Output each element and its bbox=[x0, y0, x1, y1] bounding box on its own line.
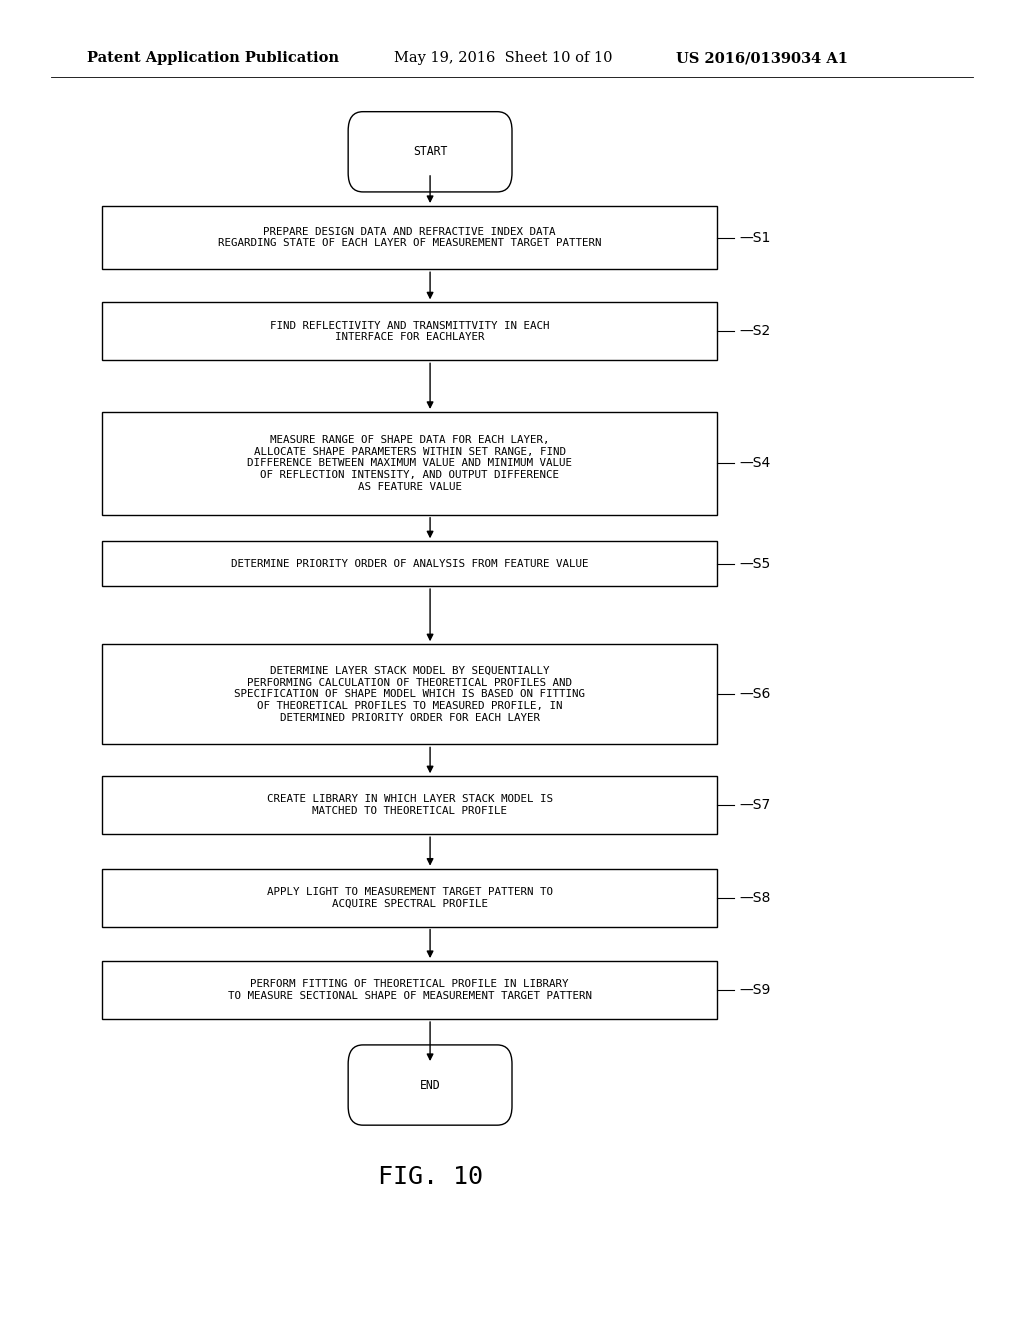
FancyBboxPatch shape bbox=[348, 1045, 512, 1125]
Text: FIG. 10: FIG. 10 bbox=[378, 1166, 482, 1189]
Bar bbox=[102, 961, 717, 1019]
Text: PREPARE DESIGN DATA AND REFRACTIVE INDEX DATA
REGARDING STATE OF EACH LAYER OF M: PREPARE DESIGN DATA AND REFRACTIVE INDEX… bbox=[218, 227, 601, 248]
Text: May 19, 2016  Sheet 10 of 10: May 19, 2016 Sheet 10 of 10 bbox=[394, 51, 612, 65]
Bar bbox=[102, 644, 717, 744]
Text: —S8: —S8 bbox=[739, 891, 771, 904]
FancyBboxPatch shape bbox=[348, 112, 512, 191]
Bar bbox=[102, 302, 717, 360]
Text: —S1: —S1 bbox=[739, 231, 771, 244]
Text: FIND REFLECTIVITY AND TRANSMITTVITY IN EACH
INTERFACE FOR EACHLAYER: FIND REFLECTIVITY AND TRANSMITTVITY IN E… bbox=[270, 321, 549, 342]
Text: MEASURE RANGE OF SHAPE DATA FOR EACH LAYER,
ALLOCATE SHAPE PARAMETERS WITHIN SET: MEASURE RANGE OF SHAPE DATA FOR EACH LAY… bbox=[247, 436, 572, 491]
Text: —S6: —S6 bbox=[739, 688, 771, 701]
Text: —S5: —S5 bbox=[739, 557, 771, 570]
Text: —S2: —S2 bbox=[739, 325, 771, 338]
Bar bbox=[102, 206, 717, 269]
Text: APPLY LIGHT TO MEASUREMENT TARGET PATTERN TO
ACQUIRE SPECTRAL PROFILE: APPLY LIGHT TO MEASUREMENT TARGET PATTER… bbox=[266, 887, 553, 908]
Bar bbox=[102, 869, 717, 927]
Text: START: START bbox=[413, 145, 447, 158]
Text: DETERMINE PRIORITY ORDER OF ANALYSIS FROM FEATURE VALUE: DETERMINE PRIORITY ORDER OF ANALYSIS FRO… bbox=[230, 558, 589, 569]
Text: Patent Application Publication: Patent Application Publication bbox=[87, 51, 339, 65]
Text: CREATE LIBRARY IN WHICH LAYER STACK MODEL IS
MATCHED TO THEORETICAL PROFILE: CREATE LIBRARY IN WHICH LAYER STACK MODE… bbox=[266, 795, 553, 816]
Text: —S9: —S9 bbox=[739, 983, 771, 997]
Text: DETERMINE LAYER STACK MODEL BY SEQUENTIALLY
PERFORMING CALCULATION OF THEORETICA: DETERMINE LAYER STACK MODEL BY SEQUENTIA… bbox=[234, 667, 585, 722]
Text: —S7: —S7 bbox=[739, 799, 771, 812]
Text: END: END bbox=[420, 1078, 440, 1092]
Bar bbox=[102, 412, 717, 515]
Text: —S4: —S4 bbox=[739, 457, 771, 470]
Text: PERFORM FITTING OF THEORETICAL PROFILE IN LIBRARY
TO MEASURE SECTIONAL SHAPE OF : PERFORM FITTING OF THEORETICAL PROFILE I… bbox=[227, 979, 592, 1001]
Bar bbox=[102, 541, 717, 586]
Bar bbox=[102, 776, 717, 834]
Text: US 2016/0139034 A1: US 2016/0139034 A1 bbox=[676, 51, 848, 65]
